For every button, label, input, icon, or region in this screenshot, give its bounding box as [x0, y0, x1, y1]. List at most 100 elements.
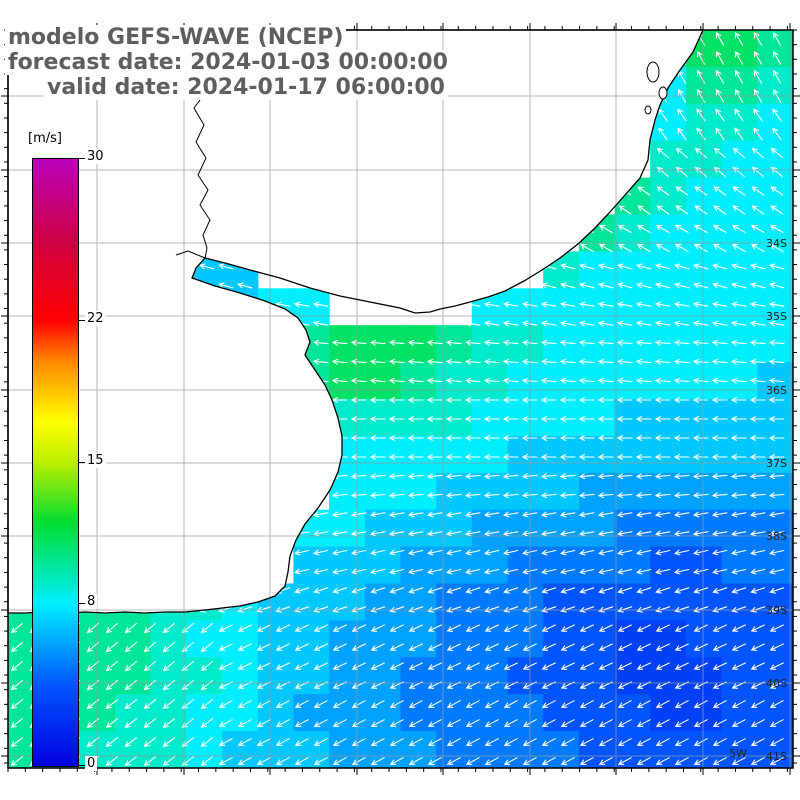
field-cell [257, 731, 295, 769]
field-cell [614, 288, 651, 326]
field-cell [757, 399, 794, 437]
field-cell [293, 694, 330, 732]
field-cell [650, 731, 687, 769]
field-cell [757, 140, 794, 179]
field-cell [757, 435, 794, 474]
land-area [8, 30, 703, 613]
field-cell [685, 399, 723, 437]
field-cell [578, 583, 616, 621]
field-cell [543, 435, 580, 474]
field-cell [757, 694, 794, 732]
field-cell [685, 435, 723, 474]
field-cell [186, 620, 223, 658]
field-cell [578, 657, 616, 695]
field-cell [543, 288, 580, 326]
field-cell [293, 583, 330, 621]
field-cell [471, 325, 509, 363]
field-cell [293, 657, 330, 695]
field-cell [614, 435, 651, 474]
coastline [7, 29, 705, 614]
field-cell [685, 657, 723, 695]
field-cell [650, 399, 687, 437]
lat-label: 41S [766, 750, 787, 763]
field-cell [650, 214, 687, 252]
field-cell [364, 435, 402, 474]
field-cell [685, 509, 723, 548]
colorbar-tick-label: 15 [85, 452, 106, 468]
field-cell [436, 583, 473, 621]
field-cell [650, 472, 687, 511]
field-cell [650, 251, 687, 289]
forecast-date-label: forecast date: 2024-01-03 00:00:00 [5, 50, 451, 75]
field-cell [650, 509, 687, 548]
field-cell [721, 177, 758, 216]
field-cell [721, 472, 758, 511]
field-cell [578, 325, 616, 363]
field-cell [436, 620, 473, 658]
field-cell [721, 288, 758, 326]
field-cell [471, 435, 509, 474]
field-cell [685, 177, 723, 216]
field-cell [721, 325, 758, 363]
field-cell [614, 620, 651, 658]
field-cell [578, 435, 616, 474]
field-cell [436, 657, 473, 695]
field-cell [757, 288, 794, 326]
field-cell [507, 620, 544, 658]
lat-label: 39S [766, 604, 787, 617]
field-cell [757, 103, 794, 142]
field-cell [650, 435, 687, 474]
field-cell [471, 583, 509, 621]
lagoon-outline [644, 105, 652, 115]
colorbar-tick [78, 462, 85, 463]
field-cell [400, 657, 437, 695]
field-cell [364, 472, 402, 511]
field-cell [364, 583, 402, 621]
field-cell [150, 694, 187, 732]
field-cell [721, 251, 758, 289]
colorbar-unit-label: [m/s] [26, 131, 64, 146]
field-cell [400, 620, 437, 658]
colorbar-tick [78, 765, 85, 766]
lat-label: 37S [766, 457, 787, 470]
colorbar-tick-label: 0 [85, 756, 98, 771]
colorbar-gradient [32, 158, 79, 767]
field-cell [471, 399, 509, 437]
field-cell [543, 731, 580, 769]
field-cell [364, 399, 402, 437]
field-cell [364, 694, 402, 732]
field-cell [400, 435, 437, 474]
field-cell [614, 657, 651, 695]
field-cell [364, 620, 402, 658]
lon-label: 5W [729, 747, 747, 760]
field-cell [436, 731, 473, 769]
field-cell [150, 620, 187, 658]
field-cell [543, 472, 580, 511]
field-cell [471, 694, 509, 732]
field-cell [685, 251, 723, 289]
field-cell [721, 583, 758, 621]
lat-label: 36S [766, 384, 787, 397]
colorbar-tick-label: 22 [85, 310, 106, 326]
field-cell [543, 620, 580, 658]
field-cell [721, 399, 758, 437]
lagoon-outline [658, 86, 668, 100]
axis-ticks [1, 23, 800, 775]
field-cell [757, 66, 794, 105]
field-cell [150, 731, 187, 769]
field-cell [471, 731, 509, 769]
field-cell [685, 472, 723, 511]
field-cell [507, 288, 544, 326]
field-cell [150, 657, 187, 695]
field-cell [721, 731, 758, 769]
field-cell [721, 435, 758, 474]
field-cell [329, 620, 366, 658]
field-cell [329, 657, 366, 695]
field-cell [507, 435, 544, 474]
field-cell [436, 435, 473, 474]
field-cell [364, 509, 402, 548]
field-cell [721, 620, 758, 658]
field-cell [757, 583, 794, 621]
